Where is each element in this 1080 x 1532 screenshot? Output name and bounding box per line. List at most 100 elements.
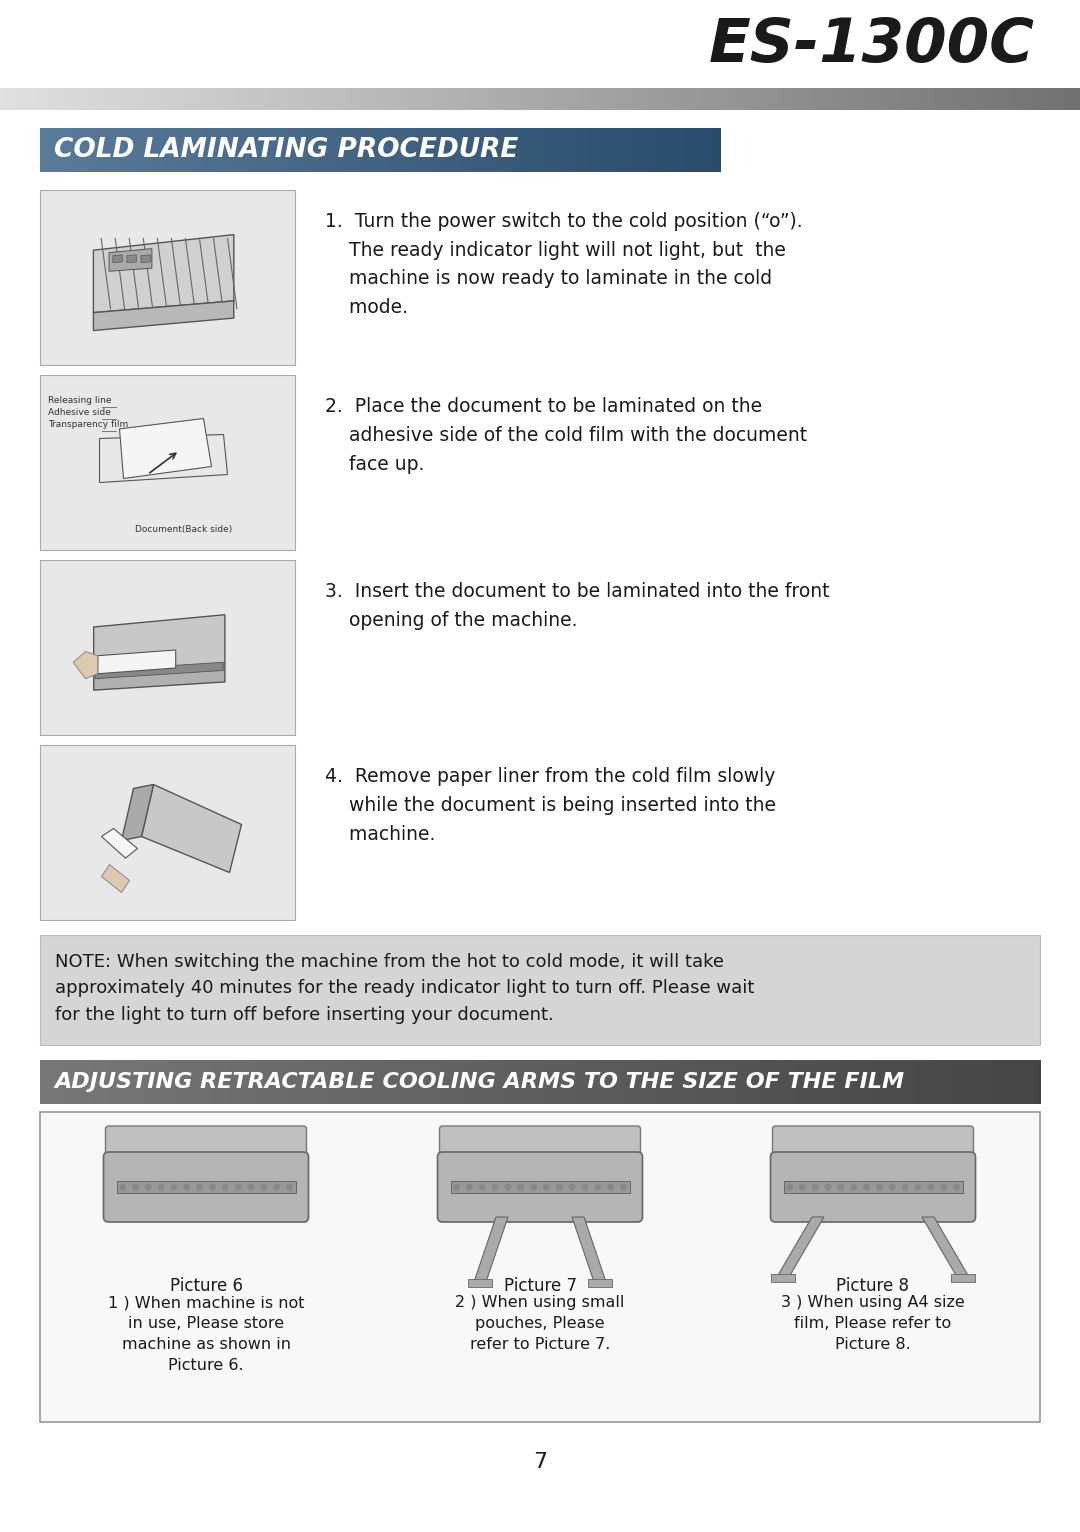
Bar <box>405 1060 411 1105</box>
Bar <box>508 87 514 110</box>
Bar <box>977 87 984 110</box>
Bar <box>194 87 201 110</box>
Bar <box>275 1060 281 1105</box>
Bar <box>160 1060 166 1105</box>
Polygon shape <box>121 784 153 841</box>
Bar <box>570 129 575 172</box>
Circle shape <box>286 1184 293 1190</box>
Bar <box>492 129 497 172</box>
Polygon shape <box>120 418 212 478</box>
Bar <box>529 87 536 110</box>
Bar <box>414 129 418 172</box>
Bar <box>40 745 295 921</box>
Bar <box>428 129 432 172</box>
Bar <box>470 1060 476 1105</box>
Bar <box>550 129 554 172</box>
Bar <box>57 129 62 172</box>
Bar <box>689 129 693 172</box>
Bar <box>432 87 438 110</box>
Bar <box>621 129 625 172</box>
Bar <box>407 129 411 172</box>
Bar <box>442 129 446 172</box>
Bar <box>555 1060 561 1105</box>
Bar <box>189 87 195 110</box>
Bar <box>216 87 222 110</box>
Bar <box>232 87 239 110</box>
Bar <box>40 129 44 172</box>
Circle shape <box>543 1184 550 1190</box>
Bar <box>176 129 180 172</box>
Bar <box>465 129 470 172</box>
Bar <box>815 1060 821 1105</box>
Bar <box>713 129 717 172</box>
Bar <box>859 87 865 110</box>
Bar <box>707 87 714 110</box>
Bar <box>1010 87 1016 110</box>
Bar <box>864 87 870 110</box>
Bar <box>482 129 486 172</box>
Bar <box>190 129 194 172</box>
Bar <box>945 1060 951 1105</box>
Bar <box>519 1060 526 1105</box>
Bar <box>618 129 622 172</box>
Bar <box>211 87 217 110</box>
Bar <box>599 87 606 110</box>
Bar <box>455 129 459 172</box>
Bar <box>715 1060 721 1105</box>
Bar <box>159 129 163 172</box>
Bar <box>800 1060 806 1105</box>
Bar <box>156 1060 161 1105</box>
Bar <box>1010 1060 1016 1105</box>
Bar <box>1015 87 1022 110</box>
Bar <box>519 129 524 172</box>
Polygon shape <box>572 1216 606 1282</box>
Bar <box>465 1060 471 1105</box>
Bar <box>645 129 649 172</box>
Bar <box>46 129 51 172</box>
Bar <box>820 1060 826 1105</box>
Bar <box>734 87 741 110</box>
Bar <box>437 129 442 172</box>
Bar <box>902 87 908 110</box>
Bar <box>720 1060 726 1105</box>
Bar <box>424 129 429 172</box>
Circle shape <box>594 1184 602 1190</box>
Bar <box>478 129 483 172</box>
Bar <box>410 1060 416 1105</box>
Bar <box>254 87 260 110</box>
Bar <box>350 129 354 172</box>
Bar <box>540 87 546 110</box>
Bar <box>595 1060 600 1105</box>
Bar <box>430 1060 436 1105</box>
Bar <box>638 129 643 172</box>
Bar <box>271 129 275 172</box>
Bar <box>825 1060 831 1105</box>
Bar <box>625 129 630 172</box>
Bar <box>660 1060 666 1105</box>
Bar <box>999 87 1005 110</box>
Bar <box>421 87 428 110</box>
Bar <box>98 129 103 172</box>
Bar <box>410 129 415 172</box>
Bar <box>994 87 1000 110</box>
Bar <box>180 1060 186 1105</box>
Bar <box>426 1060 431 1105</box>
Bar <box>11 87 17 110</box>
Polygon shape <box>73 651 98 679</box>
Bar <box>40 935 1040 1045</box>
Bar <box>40 1112 1040 1422</box>
Bar <box>162 87 168 110</box>
Bar <box>366 129 370 172</box>
Text: ADJUSTING RETRACTABLE COOLING ARMS TO THE SIZE OF THE FILM: ADJUSTING RETRACTABLE COOLING ARMS TO TH… <box>54 1072 904 1092</box>
Bar <box>206 129 211 172</box>
Bar <box>302 87 309 110</box>
Bar <box>510 1060 516 1105</box>
Polygon shape <box>922 1216 969 1278</box>
Bar <box>437 87 444 110</box>
Bar <box>850 1060 856 1105</box>
Bar <box>87 129 92 172</box>
Polygon shape <box>474 1216 508 1282</box>
Bar <box>417 129 422 172</box>
Bar <box>356 129 361 172</box>
Bar <box>214 129 218 172</box>
